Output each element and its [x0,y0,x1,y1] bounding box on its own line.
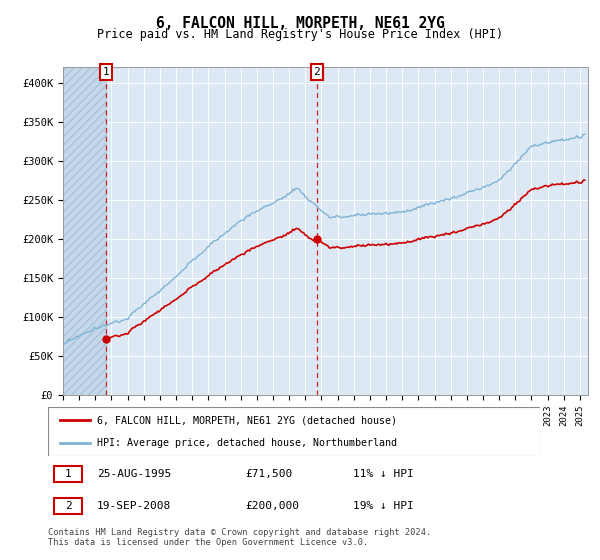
Text: HPI: Average price, detached house, Northumberland: HPI: Average price, detached house, Nort… [97,438,397,448]
FancyBboxPatch shape [54,498,82,514]
Text: 2: 2 [65,501,71,511]
FancyBboxPatch shape [48,407,540,456]
Text: 1: 1 [103,67,109,77]
Text: 11% ↓ HPI: 11% ↓ HPI [353,469,414,479]
Text: 6, FALCON HILL, MORPETH, NE61 2YG: 6, FALCON HILL, MORPETH, NE61 2YG [155,16,445,31]
Text: 1: 1 [65,469,71,479]
Text: 25-AUG-1995: 25-AUG-1995 [97,469,172,479]
Text: 19% ↓ HPI: 19% ↓ HPI [353,501,414,511]
Polygon shape [63,67,106,395]
Text: £71,500: £71,500 [245,469,292,479]
Text: £200,000: £200,000 [245,501,299,511]
Text: 19-SEP-2008: 19-SEP-2008 [97,501,172,511]
Text: Price paid vs. HM Land Registry's House Price Index (HPI): Price paid vs. HM Land Registry's House … [97,28,503,41]
FancyBboxPatch shape [54,466,82,482]
Text: 6, FALCON HILL, MORPETH, NE61 2YG (detached house): 6, FALCON HILL, MORPETH, NE61 2YG (detac… [97,416,397,426]
Text: Contains HM Land Registry data © Crown copyright and database right 2024.
This d: Contains HM Land Registry data © Crown c… [48,528,431,547]
Text: 2: 2 [314,67,320,77]
